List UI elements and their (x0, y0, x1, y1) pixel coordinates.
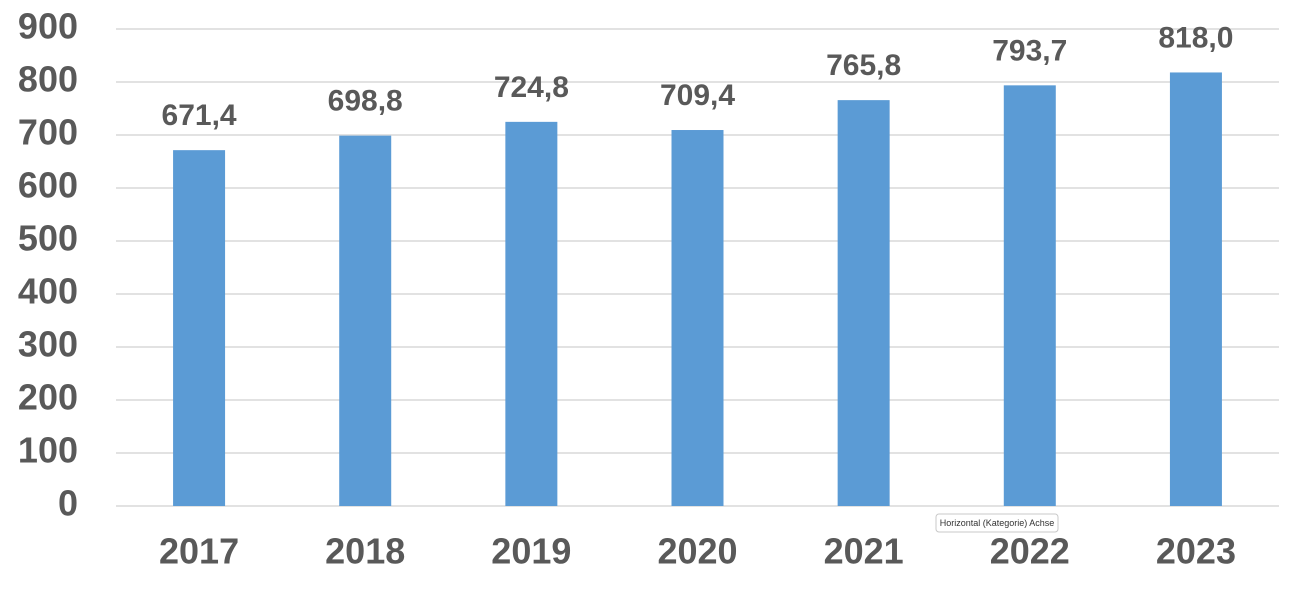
y-tick-label: 0 (58, 483, 78, 524)
x-tick-label: 2023 (1156, 531, 1236, 572)
y-tick-label: 600 (18, 165, 78, 206)
y-tick-label: 900 (18, 6, 78, 47)
bar (173, 150, 226, 506)
y-tick-label: 400 (18, 271, 78, 312)
y-tick-label: 800 (18, 59, 78, 100)
value-label: 818,0 (1158, 21, 1233, 54)
bar (339, 135, 392, 507)
x-tick-label: 2018 (325, 531, 405, 572)
tooltip-box (935, 513, 1059, 533)
bar (671, 130, 724, 506)
bar (1003, 85, 1056, 507)
x-tick-label: 2021 (824, 531, 904, 572)
value-label: 765,8 (826, 49, 901, 82)
tooltip-text: Horizontal (Kategorie) Achse (940, 518, 1055, 528)
y-tick-label: 500 (18, 218, 78, 259)
x-tick-label: 2019 (491, 531, 571, 572)
x-tick-label: 2022 (990, 531, 1070, 572)
value-label: 709,4 (660, 79, 735, 112)
value-label: 671,4 (162, 99, 237, 132)
bar (837, 100, 890, 506)
x-tick-label: 2017 (159, 531, 239, 572)
y-tick-label: 700 (18, 112, 78, 153)
value-label: 698,8 (328, 85, 403, 118)
tooltip: Horizontal (Kategorie) Achse (935, 513, 1059, 533)
y-tick-label: 300 (18, 324, 78, 365)
bar (1169, 72, 1222, 507)
value-label: 793,7 (992, 34, 1067, 67)
x-tick-label: 2020 (657, 531, 737, 572)
bar (505, 121, 558, 506)
y-tick-label: 100 (18, 430, 78, 471)
y-tick-label: 200 (18, 377, 78, 418)
value-label: 724,8 (494, 71, 569, 104)
